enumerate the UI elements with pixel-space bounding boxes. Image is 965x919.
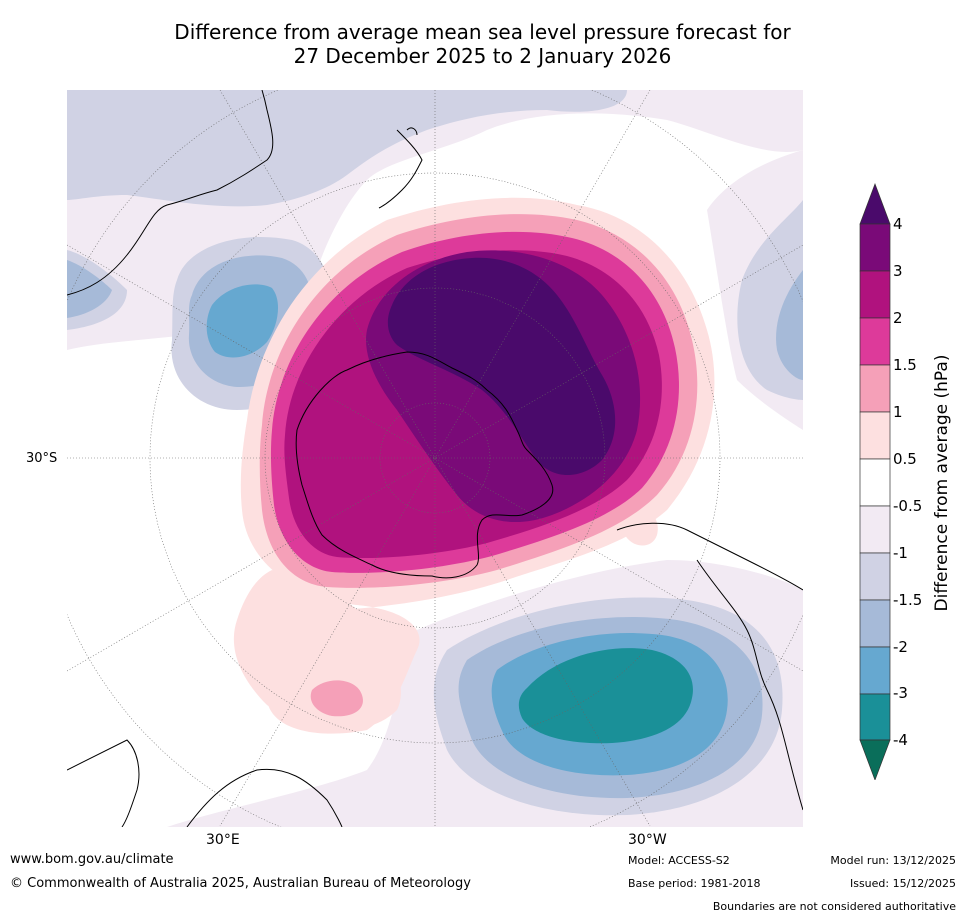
- meridian-300: [67, 244, 803, 672]
- anomaly-p4: [387, 257, 616, 475]
- footer-model: Model: ACCESS-S2: [628, 854, 730, 867]
- footer-base-period: Base period: 1981-2018: [628, 877, 761, 890]
- anomaly-m2-west-blob: [206, 284, 279, 358]
- footer-url[interactable]: www.bom.gov.au/climate: [10, 852, 174, 867]
- anomaly-m1.5-west-edge: [67, 260, 112, 318]
- map-svg: [67, 90, 803, 827]
- colorbar-band-m1-m0.5: [859, 505, 891, 554]
- colorbar-tick-1.5: 1.5: [893, 356, 917, 374]
- lat-label-30s: 30°S: [26, 451, 58, 466]
- anomaly-m1-north: [67, 90, 627, 207]
- footer-issued: Issued: 15/12/2025: [849, 877, 956, 890]
- australia-coast: [67, 90, 274, 296]
- colorbar-tick-2: 2: [893, 309, 903, 327]
- colorbar: [859, 183, 891, 780]
- graticule: [67, 90, 803, 827]
- colorbar-title: Difference from average (hPa): [932, 354, 952, 612]
- title-line-1: Difference from average mean sea level p…: [174, 20, 791, 44]
- colorbar-tick-m2: -2: [893, 638, 908, 656]
- anomaly-m3-south: [518, 648, 693, 744]
- colorbar-band-m2-m1.5: [859, 599, 891, 648]
- anomaly-p1-blob: [310, 680, 363, 717]
- new-zealand-coast: [378, 127, 423, 209]
- footer-model-run: Model run: 13/12/2025: [830, 854, 956, 867]
- colorbar-band-3-4: [859, 223, 891, 272]
- colorbar-tick-0.5: 0.5: [893, 450, 917, 468]
- lon-label-30w: 30°W: [628, 832, 667, 848]
- colorbar-band-0.5-1: [859, 411, 891, 460]
- pressure-anomaly-map: [67, 90, 803, 827]
- map-title: Difference from average mean sea level p…: [0, 20, 965, 68]
- anomaly-m1.5-east: [776, 270, 803, 380]
- colorbar-tick-m0.5: -0.5: [893, 497, 923, 515]
- colorbar-tick-m1.5: -1.5: [893, 591, 923, 609]
- colorbar-tick-1: 1: [893, 403, 903, 421]
- colorbar-band-2-3: [859, 270, 891, 319]
- colorbar-band-1.5-2: [859, 317, 891, 366]
- coastlines: [67, 90, 803, 827]
- colorbar-band-m4-m3: [859, 693, 891, 741]
- africa-coast: [67, 739, 343, 827]
- colorbar-band-1-1.5: [859, 364, 891, 413]
- footer-disclaimer: Boundaries are not considered authoritat…: [712, 900, 956, 913]
- colorbar-tick-m3: -3: [893, 684, 908, 702]
- colorbar-tick-m4: -4: [893, 731, 908, 749]
- colorbar-tick-m1: -1: [893, 544, 908, 562]
- lat-circle-45s: [149, 172, 721, 744]
- meridian-330: [219, 90, 651, 827]
- colorbar-band-neutral: [859, 458, 891, 507]
- antarctica-coast: [295, 351, 554, 579]
- lon-label-30e: 30°E: [206, 832, 240, 848]
- colorbar-tick-3: 3: [893, 262, 903, 280]
- colorbar-bottom-arrow: [859, 739, 891, 780]
- colorbar-band-m3-m2: [859, 646, 891, 695]
- colorbar-tick-4: 4: [893, 215, 903, 233]
- south-america-coast: [616, 522, 803, 811]
- meridian-60: [67, 244, 803, 672]
- colorbar-band-m1.5-m1: [859, 552, 891, 601]
- footer-copyright: © Commonwealth of Australia 2025, Austra…: [10, 876, 471, 891]
- title-line-2: 27 December 2025 to 2 January 2026: [293, 44, 672, 68]
- anomaly-p0.5-eastnotch: [625, 506, 658, 546]
- colorbar-top-arrow: [859, 183, 891, 225]
